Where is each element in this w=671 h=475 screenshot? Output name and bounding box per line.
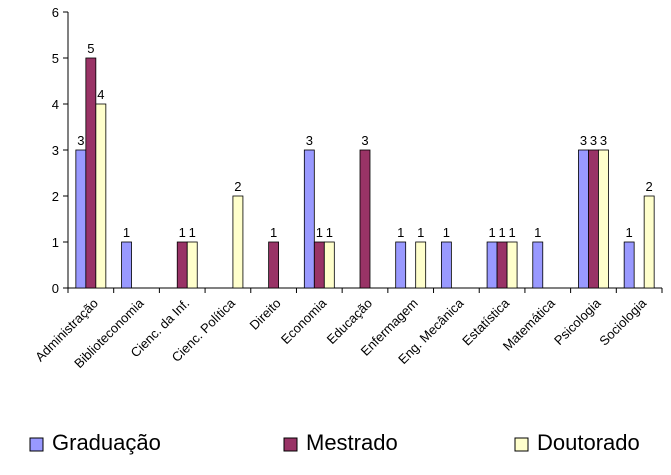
axes: 0 1 2 3 4 5 6 bbox=[52, 5, 663, 296]
bar bbox=[268, 241, 280, 289]
bar bbox=[440, 241, 452, 289]
bars bbox=[75, 57, 655, 289]
legend-label: Mestrado bbox=[306, 430, 398, 455]
data-label: 1 bbox=[534, 225, 541, 240]
bar bbox=[313, 241, 325, 289]
data-label: 4 bbox=[97, 87, 104, 102]
bar bbox=[323, 241, 335, 289]
y-tick-label: 4 bbox=[52, 97, 59, 112]
legend-item: Mestrado bbox=[283, 430, 398, 455]
data-label: 1 bbox=[443, 225, 450, 240]
category-label: Psicologia bbox=[551, 295, 604, 348]
data-label: 1 bbox=[316, 225, 323, 240]
legend-label: Doutorado bbox=[537, 430, 640, 455]
legend-label: Graduação bbox=[52, 430, 161, 455]
bar bbox=[395, 241, 407, 289]
category-label: Sociologia bbox=[596, 295, 650, 349]
y-tick-label: 0 bbox=[52, 281, 59, 296]
category-label: Economia bbox=[278, 295, 330, 347]
bar bbox=[232, 195, 244, 289]
data-label: 3 bbox=[77, 133, 84, 148]
data-label: 1 bbox=[326, 225, 333, 240]
data-label: 5 bbox=[87, 41, 94, 56]
legend-item: Doutorado bbox=[514, 430, 640, 455]
legend-swatch bbox=[514, 437, 529, 452]
data-label: 1 bbox=[417, 225, 424, 240]
legend-swatch bbox=[283, 437, 298, 452]
data-label: 1 bbox=[626, 225, 633, 240]
bar bbox=[486, 241, 498, 289]
data-label: 2 bbox=[646, 179, 653, 194]
bar bbox=[359, 149, 371, 289]
data-label: 1 bbox=[397, 225, 404, 240]
bar bbox=[303, 149, 315, 289]
bar bbox=[85, 57, 97, 289]
data-label: 1 bbox=[270, 225, 277, 240]
bar bbox=[176, 241, 188, 289]
bar bbox=[623, 241, 635, 289]
data-label: 1 bbox=[498, 225, 505, 240]
bar bbox=[532, 241, 544, 289]
bar bbox=[415, 241, 427, 289]
bar bbox=[506, 241, 518, 289]
data-label: 3 bbox=[361, 133, 368, 148]
bar bbox=[643, 195, 655, 289]
data-label: 1 bbox=[123, 225, 130, 240]
category-label: Direito bbox=[247, 296, 284, 333]
bar bbox=[598, 149, 609, 289]
legend-swatch bbox=[29, 437, 44, 452]
bar bbox=[75, 149, 87, 289]
legend: Graduação Mestrado Doutorado bbox=[29, 430, 640, 455]
bar bbox=[578, 149, 589, 289]
data-label: 2 bbox=[234, 179, 241, 194]
y-tick-label: 1 bbox=[52, 235, 59, 250]
data-label: 3 bbox=[580, 133, 587, 148]
bar bbox=[496, 241, 508, 289]
data-label: 1 bbox=[488, 225, 495, 240]
legend-item: Graduação bbox=[29, 430, 161, 455]
bar bbox=[186, 241, 198, 289]
data-label: 1 bbox=[179, 225, 186, 240]
data-label: 3 bbox=[600, 133, 607, 148]
data-label: 1 bbox=[508, 225, 515, 240]
data-label: 1 bbox=[189, 225, 196, 240]
y-tick-label: 5 bbox=[52, 51, 59, 66]
data-label: 3 bbox=[590, 133, 597, 148]
y-tick-label: 6 bbox=[52, 5, 59, 20]
bar bbox=[95, 103, 107, 289]
data-label: 3 bbox=[306, 133, 313, 148]
y-tick-label: 2 bbox=[52, 189, 59, 204]
bar bbox=[121, 241, 132, 289]
bar bbox=[588, 149, 599, 289]
y-tick-label: 3 bbox=[52, 143, 59, 158]
